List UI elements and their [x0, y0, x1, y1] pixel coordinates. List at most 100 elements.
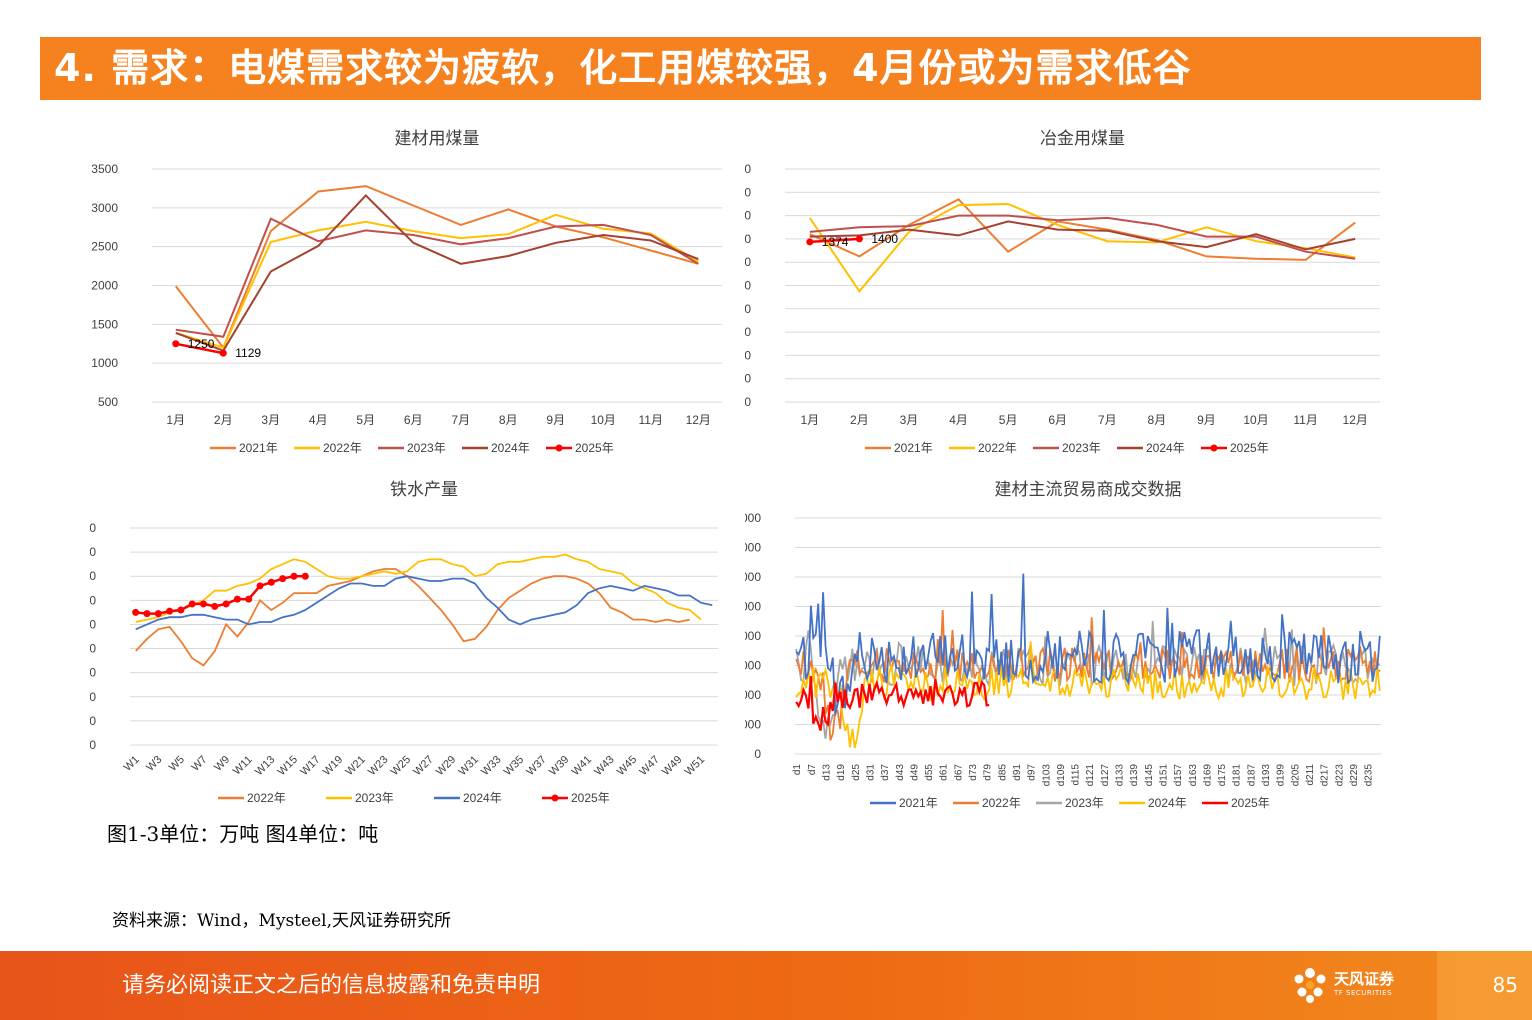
series-line	[809, 214, 1356, 260]
x-tick-label: 7月	[451, 413, 470, 427]
chart-background	[745, 475, 1390, 815]
legend-label: 2024年	[1146, 441, 1185, 455]
y-tick-label: 100000	[745, 688, 761, 702]
x-tick-label: 8月	[499, 413, 518, 427]
y-tick-label: 350000	[745, 541, 761, 555]
x-tick-label: 2月	[214, 413, 233, 427]
figure-caption: 图1-3单位：万吨 图4单位：吨	[107, 822, 379, 846]
data-point	[222, 600, 230, 608]
data-point	[855, 235, 863, 243]
legend-label: 2024年	[491, 441, 530, 455]
x-tick-label: 12月	[686, 413, 711, 427]
x-tick-label: 4月	[949, 413, 968, 427]
x-tick-label: d205	[1290, 764, 1301, 787]
x-tick-label: 12月	[1343, 413, 1368, 427]
data-point	[256, 582, 264, 590]
data-point	[279, 575, 287, 583]
y-tick-label: 50000	[745, 718, 761, 732]
legend-label: 2023年	[1065, 796, 1104, 810]
legend-marker	[1210, 444, 1218, 452]
series-line	[175, 213, 699, 349]
chart-title: 建材主流贸易商成交数据	[995, 480, 1182, 499]
x-tick-label: 7月	[1098, 413, 1117, 427]
legend-label: 2023年	[355, 791, 394, 805]
y-tick-label: 150000	[745, 659, 761, 673]
y-tick-label: 260	[90, 521, 96, 535]
series-line	[795, 676, 990, 731]
chart-hot-metal: 铁水产量170180190200210220230240250260W1W3W5…	[90, 475, 730, 815]
x-tick-label: d97	[1027, 764, 1038, 781]
x-tick-label: d37	[880, 764, 891, 781]
x-tick-label: d217	[1320, 764, 1331, 787]
x-tick-label: d121	[1085, 764, 1096, 787]
chart-metallurgy: 冶金用煤量 0 200 400 600 800 1000 1200 1400 1600 1800 20…	[745, 122, 1390, 468]
y-tick-label: 200	[745, 372, 751, 386]
legend-label: 2021年	[894, 441, 933, 455]
x-tick-label: d151	[1158, 764, 1169, 787]
chart-title: 冶金用煤量	[1040, 129, 1125, 148]
x-tick-label: d13	[822, 764, 833, 781]
page-title: 4. 需求：电煤需求较为疲软，化工用煤较强，4月份或为需求低谷	[54, 46, 1192, 90]
legend-label: 2024年	[463, 791, 502, 805]
y-tick-label: 0	[745, 395, 751, 409]
x-tick-label: 10月	[1243, 413, 1268, 427]
data-point	[290, 572, 298, 580]
x-tick-label: d25	[851, 764, 862, 781]
x-tick-label: d85	[997, 764, 1008, 781]
y-tick-label: 250	[90, 545, 96, 559]
x-tick-label: d223	[1334, 764, 1345, 787]
legend-marker	[551, 794, 559, 802]
x-tick-label: d163	[1188, 764, 1199, 787]
x-tick-label: d175	[1217, 764, 1228, 787]
y-tick-label: 400000	[745, 511, 761, 525]
y-tick-label: 220	[90, 617, 96, 631]
data-point	[245, 595, 253, 603]
x-tick-label: 5月	[999, 413, 1018, 427]
chart-background	[90, 475, 730, 815]
chart-building: 建材用煤量 500 1000 1500 2000 2500 3000 3500 1月 2月 3月 4月…	[90, 122, 730, 468]
legend-label: 2021年	[239, 441, 278, 455]
data-point	[143, 610, 151, 618]
data-point	[806, 238, 814, 246]
x-tick-label: d199	[1276, 764, 1287, 787]
legend-label: 2022年	[978, 441, 1017, 455]
legend-label: 2021年	[899, 796, 938, 810]
y-tick-label: 3500	[91, 162, 118, 176]
title-bar: 4. 需求：电煤需求较为疲软，化工用煤较强，4月份或为需求低谷	[40, 37, 1481, 100]
company-logo: 天风证券 TF SECURITIES	[1290, 965, 1440, 1007]
y-tick-label: 300000	[745, 570, 761, 584]
x-tick-label: d73	[968, 764, 979, 781]
legend-label: 2025年	[575, 441, 614, 455]
legend-label: 2024年	[1148, 796, 1187, 810]
y-tick-label: 1200	[745, 255, 751, 269]
legend-label: 2023年	[407, 441, 446, 455]
data-point	[188, 600, 196, 608]
x-tick-label: d181	[1232, 764, 1243, 787]
x-tick-label: 4月	[309, 413, 328, 427]
footer-disclaimer: 请务必阅读正文之后的信息披露和免责申明	[122, 973, 541, 998]
x-tick-label: d127	[1100, 764, 1111, 787]
x-tick-label: 6月	[1048, 413, 1067, 427]
series-line	[175, 193, 699, 352]
data-point	[219, 349, 227, 357]
x-tick-label: d55	[924, 764, 935, 781]
series-line	[808, 202, 1356, 293]
y-tick-label: 240	[90, 569, 96, 583]
legend-label: 2025年	[1231, 796, 1270, 810]
y-tick-label: 600	[745, 325, 751, 339]
data-point	[172, 340, 180, 348]
series-line	[795, 641, 1381, 749]
data-point	[154, 610, 162, 618]
x-tick-label: d187	[1246, 764, 1257, 787]
x-tick-label: d109	[1056, 764, 1067, 787]
series-line	[809, 220, 1356, 251]
data-label: 1250	[188, 337, 215, 351]
series-line	[795, 609, 1381, 741]
legend-label: 2025年	[1230, 441, 1269, 455]
y-tick-label: 800	[745, 302, 751, 316]
chart-background	[745, 122, 1390, 468]
data-point	[166, 607, 174, 615]
footer-bar: 请务必阅读正文之后的信息披露和免责申明 天风证券 TF SECURITIES 8…	[0, 951, 1532, 1020]
x-tick-label: d1	[792, 764, 803, 776]
y-tick-label: 230	[90, 593, 96, 607]
